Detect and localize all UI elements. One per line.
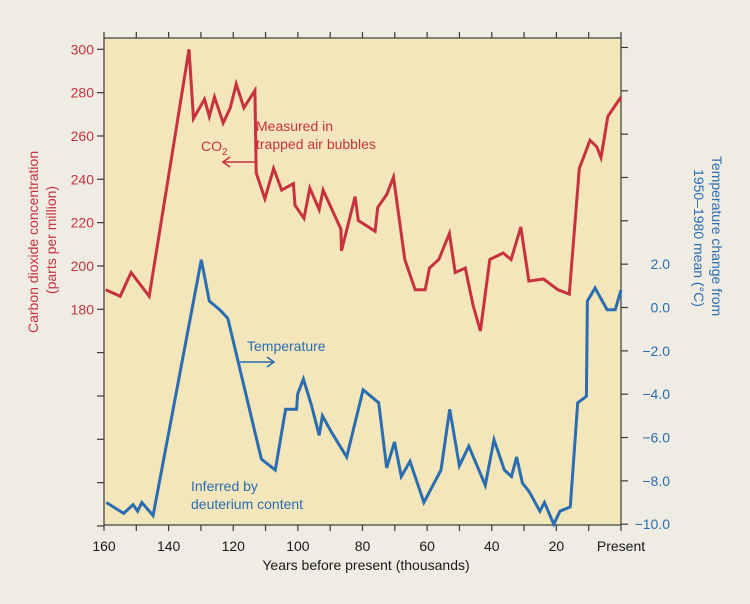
x-tick-label: 20 xyxy=(549,538,565,554)
y-right-tick-label: 0.0 xyxy=(651,300,671,316)
co2-note-line-2: trapped air bubbles xyxy=(256,136,376,152)
y-left-title-line-2: (parts per million) xyxy=(43,186,59,294)
y-left-axis-title: Carbon dioxide concentration (parts per … xyxy=(25,147,59,333)
y-right-title-line-1: Temperature change from xyxy=(709,156,725,316)
y-right-axis-title: Temperature change from 1950–1980 mean (… xyxy=(691,156,725,320)
y-left-tick-label: 240 xyxy=(71,171,95,187)
co2-line xyxy=(104,49,623,332)
y-right-tick-label: −6.0 xyxy=(642,430,670,446)
y-right-tick-label: 2.0 xyxy=(651,256,671,272)
co2-label: CO2 xyxy=(201,138,228,158)
y-right-title-line-2: 1950–1980 mean (°C) xyxy=(691,169,707,307)
x-tick-label: 100 xyxy=(286,538,310,554)
y-left-tick-label: 300 xyxy=(71,41,95,57)
x-tick-label: 80 xyxy=(355,538,371,554)
y-left-tick-label: 180 xyxy=(71,301,95,317)
x-axis-title: Years before present (thousands) xyxy=(262,557,469,573)
temperature-note: Inferred by deuterium content xyxy=(191,478,303,512)
x-tick-label: 120 xyxy=(222,538,246,554)
y-left-title-line-1: Carbon dioxide concentration xyxy=(25,151,41,333)
temperature-line xyxy=(105,259,623,528)
y-left-tick-label: 280 xyxy=(71,85,95,101)
y-right-tick-label: −10.0 xyxy=(635,516,671,532)
x-tick-label: 60 xyxy=(419,538,435,554)
series-lines xyxy=(104,49,623,528)
y-left-tick-label: 260 xyxy=(71,128,95,144)
co2-label-subscript: 2 xyxy=(222,147,228,158)
axes: 160 140 120 100 80 60 40 20 Present 300 280 260 240 2… xyxy=(71,32,671,554)
x-tick-label: 40 xyxy=(484,538,500,554)
temperature-note-line-1: Inferred by xyxy=(191,478,258,494)
temperature-arrow xyxy=(240,356,276,368)
x-tick-label: 160 xyxy=(92,538,116,554)
co2-arrow xyxy=(221,156,255,168)
y-right-tick-label: −4.0 xyxy=(642,386,670,402)
x-tick-label: Present xyxy=(597,538,645,554)
y-left-tick-label: 200 xyxy=(71,258,95,274)
co2-note-line-1: Measured in xyxy=(256,118,333,134)
y-right-tick-label: −2.0 xyxy=(642,343,670,359)
x-tick-label: 140 xyxy=(157,538,181,554)
temperature-label: Temperature xyxy=(247,338,326,354)
plot-area xyxy=(104,38,621,525)
temperature-note-line-2: deuterium content xyxy=(191,496,303,512)
y-left-tick-label: 220 xyxy=(71,215,95,231)
co2-note: Measured in trapped air bubbles xyxy=(256,118,376,152)
y-right-tick-label: −8.0 xyxy=(642,473,670,489)
co2-label-text: CO xyxy=(201,138,222,154)
